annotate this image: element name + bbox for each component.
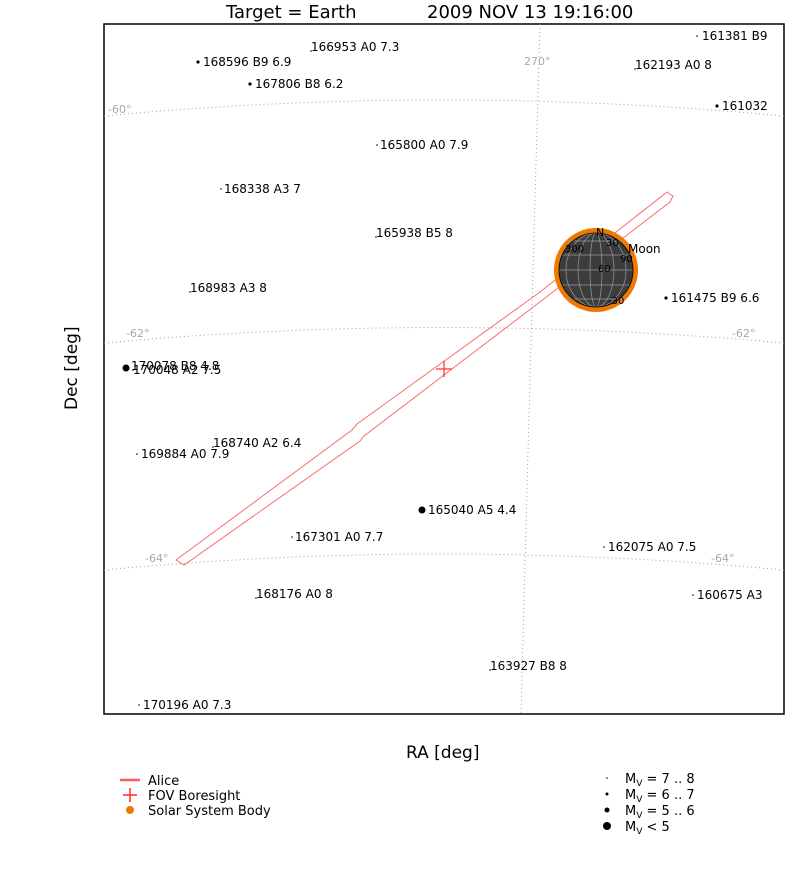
star-mark bbox=[603, 546, 605, 548]
earth-meridian-label-3: 60 bbox=[598, 264, 611, 275]
grid-label-dec-64-right: -64° bbox=[711, 552, 734, 565]
star-label: 162193 A0 8 bbox=[635, 58, 712, 72]
star-label: 168983 A3 8 bbox=[190, 281, 267, 295]
legend-boresight-swatch bbox=[123, 788, 137, 802]
star-label: 166953 A0 7.3 bbox=[311, 40, 399, 54]
star-label: 161475 B9 6.6 bbox=[671, 291, 759, 305]
star-mark bbox=[196, 60, 200, 64]
earth-meridian-label-1: 300 bbox=[565, 244, 584, 255]
star-label: 160675 A3 bbox=[697, 588, 762, 602]
star-label: 170078 B8 4.8 bbox=[131, 359, 219, 373]
star-mark bbox=[310, 50, 312, 52]
star-mark bbox=[418, 506, 426, 514]
legend-mag-swatch bbox=[605, 792, 609, 796]
star-mark bbox=[376, 144, 378, 146]
legend-body-swatch bbox=[126, 806, 134, 814]
grid-label-dec-60: -60° bbox=[108, 103, 131, 116]
star-mark bbox=[696, 35, 698, 37]
star-label: 170048 A2 7.5 bbox=[133, 363, 221, 377]
grid-label-dec-62-left: -62° bbox=[126, 327, 149, 340]
legend-mag-swatch bbox=[606, 777, 608, 779]
earth-meridian-label-5: -30 bbox=[608, 296, 624, 307]
star-mark bbox=[122, 364, 130, 372]
star-label: 167806 B8 6.2 bbox=[255, 77, 343, 91]
star-mark bbox=[189, 291, 191, 293]
star-label: 170196 A0 7.3 bbox=[143, 698, 231, 712]
star-label: 165938 B5 8 bbox=[376, 226, 453, 240]
grid-label-ra-270: 270° bbox=[524, 55, 551, 68]
grid-label-dec-64-left: -64° bbox=[145, 552, 168, 565]
legend-mag-label: MV < 5 bbox=[625, 820, 670, 837]
star-mark bbox=[715, 104, 719, 108]
star-label: 161032 bbox=[722, 99, 768, 113]
grid-line-ra-270 bbox=[520, 24, 541, 714]
star-mark bbox=[634, 68, 636, 70]
chart-title-time: 2009 NOV 13 19:16:00 bbox=[427, 2, 633, 23]
earth-meridian-label-2: 30 bbox=[606, 238, 619, 249]
star-label: 167301 A0 7.7 bbox=[295, 530, 383, 544]
star-mark bbox=[692, 594, 694, 596]
star-label: 165040 A5 4.4 bbox=[428, 503, 516, 517]
star-label: 163927 B8 8 bbox=[490, 659, 567, 673]
legend-left-label: Alice bbox=[148, 774, 179, 789]
star-mark bbox=[255, 597, 257, 599]
star-mark bbox=[489, 669, 491, 671]
earth-body: N 300 30 60 90 -30 bbox=[554, 226, 638, 312]
earth-meridian-label-4: 90 bbox=[620, 254, 633, 265]
fov-boresight-marker bbox=[436, 361, 452, 377]
legend-left-label: FOV Boresight bbox=[148, 789, 240, 804]
stars-layer: 168596 B9 6.9 166953 A0 7.3 167806 B8 6.2 1… bbox=[122, 29, 768, 712]
star-mark bbox=[220, 188, 222, 190]
star-mark bbox=[132, 369, 134, 371]
legend-mag-label: MV = 7 .. 8 bbox=[625, 772, 695, 789]
y-axis-label: Dec [deg] bbox=[62, 326, 82, 410]
chart-title-target: Target = Earth bbox=[225, 2, 356, 23]
star-mark bbox=[664, 296, 668, 300]
star-label: 165800 A0 7.9 bbox=[380, 138, 468, 152]
legend-mag-label: MV = 5 .. 6 bbox=[625, 804, 695, 821]
star-mark bbox=[212, 446, 214, 448]
legend-mag-label: MV = 6 .. 7 bbox=[625, 788, 695, 805]
alice-slit-outline bbox=[175, 191, 674, 566]
star-mark bbox=[136, 453, 138, 455]
star-label: 162075 A0 7.5 bbox=[608, 540, 696, 554]
star-label: 168176 A0 8 bbox=[256, 587, 333, 601]
plot-area: 270° -60° -62° -62° -64° -64° bbox=[104, 24, 784, 714]
moon-label: Moon bbox=[628, 242, 661, 256]
earth-pole-label: N bbox=[596, 226, 604, 239]
star-mark bbox=[291, 536, 293, 538]
star-label: 168338 A3 7 bbox=[224, 182, 301, 196]
x-axis-label: RA [deg] bbox=[406, 743, 479, 763]
star-label: 161381 B9 bbox=[702, 29, 768, 43]
star-mark bbox=[375, 236, 377, 238]
star-mark bbox=[138, 704, 140, 706]
star-label: 168740 A2 6.4 bbox=[213, 436, 301, 450]
legend-left-label: Solar System Body bbox=[148, 804, 271, 819]
star-label: 169884 A0 7.9 bbox=[141, 447, 229, 461]
legend-mag-swatch bbox=[603, 822, 611, 830]
star-mark bbox=[248, 82, 252, 86]
legend-mag-swatch bbox=[604, 807, 610, 813]
grid-label-dec-62-right: -62° bbox=[732, 327, 755, 340]
star-label: 168596 B9 6.9 bbox=[203, 55, 291, 69]
